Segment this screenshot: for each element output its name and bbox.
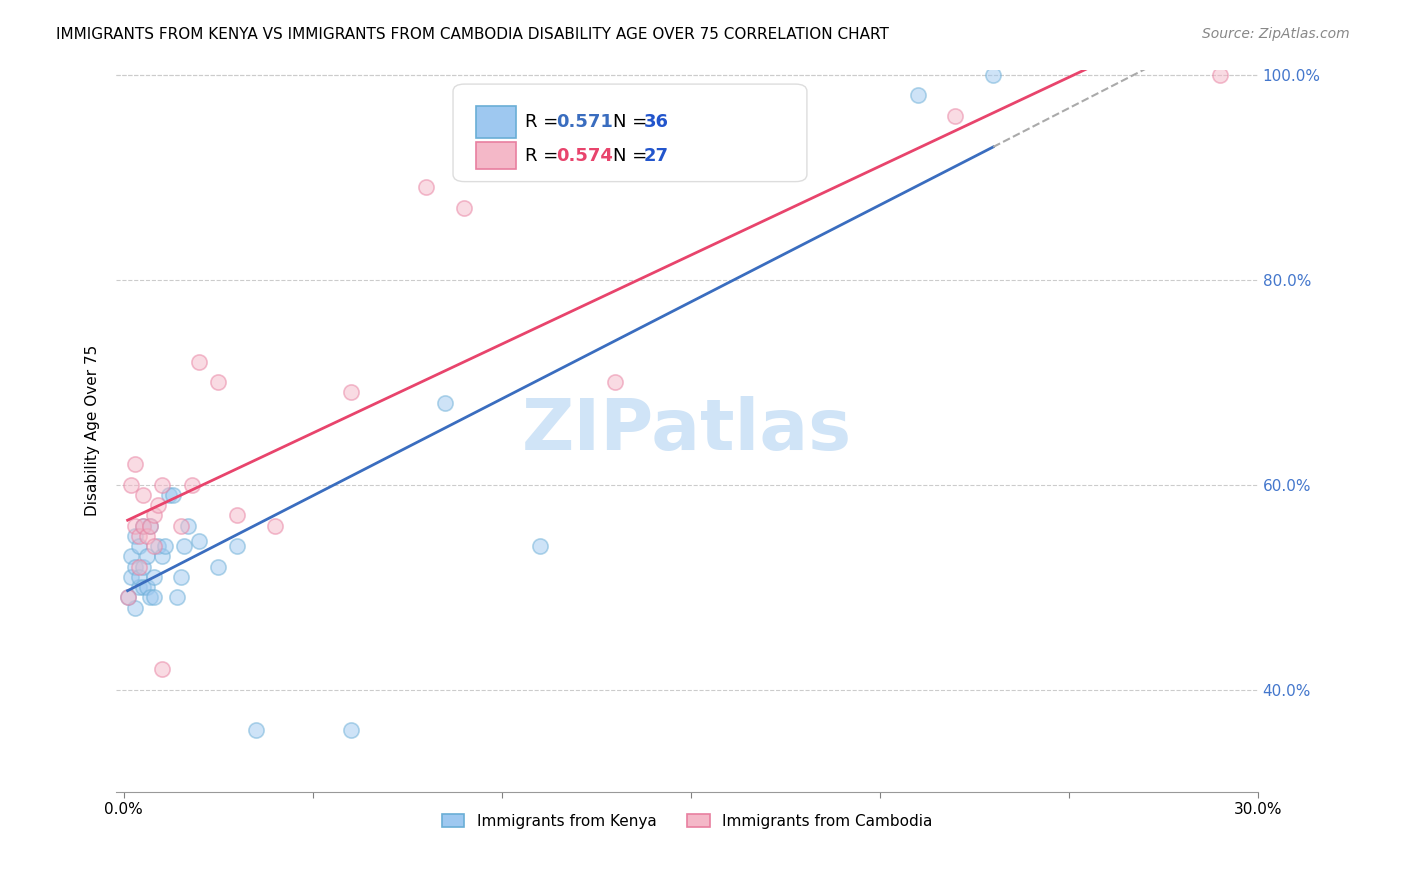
Point	[139, 518, 162, 533]
Point	[226, 508, 249, 523]
Point	[132, 518, 155, 533]
Point	[124, 559, 146, 574]
Point	[135, 580, 157, 594]
Bar	[475, 142, 516, 169]
Point	[150, 549, 173, 564]
Point	[226, 539, 249, 553]
Bar	[475, 106, 516, 138]
Point	[264, 518, 287, 533]
Text: R =: R =	[524, 113, 564, 131]
Y-axis label: Disability Age Over 75: Disability Age Over 75	[86, 345, 100, 516]
Point	[139, 591, 162, 605]
Point	[120, 477, 142, 491]
Point	[188, 533, 211, 548]
Text: R =: R =	[524, 147, 564, 165]
Point	[150, 662, 173, 676]
Point	[143, 570, 166, 584]
Point	[120, 549, 142, 564]
Point	[124, 529, 146, 543]
Point	[207, 559, 229, 574]
Point	[146, 498, 169, 512]
Point	[135, 529, 157, 543]
Point	[907, 88, 929, 103]
Point	[124, 518, 146, 533]
Point	[173, 539, 195, 553]
Point	[117, 591, 139, 605]
Point	[605, 375, 627, 389]
Point	[155, 539, 177, 553]
Point	[162, 488, 184, 502]
Point	[135, 549, 157, 564]
Text: 0.574: 0.574	[555, 147, 613, 165]
Point	[157, 488, 180, 502]
Point	[245, 723, 267, 738]
Text: 27: 27	[644, 147, 669, 165]
Point	[132, 559, 155, 574]
Text: N =: N =	[613, 113, 652, 131]
Point	[132, 518, 155, 533]
Point	[166, 591, 188, 605]
Text: ZIPatlas: ZIPatlas	[522, 396, 852, 466]
Point	[1209, 68, 1232, 82]
Point	[143, 539, 166, 553]
Point	[124, 457, 146, 471]
Point	[945, 109, 967, 123]
Point	[207, 375, 229, 389]
Point	[169, 518, 191, 533]
Point	[128, 539, 150, 553]
Text: N =: N =	[613, 147, 652, 165]
Point	[188, 354, 211, 368]
Point	[339, 723, 361, 738]
Point	[132, 488, 155, 502]
Point	[132, 580, 155, 594]
Point	[339, 385, 361, 400]
Text: IMMIGRANTS FROM KENYA VS IMMIGRANTS FROM CAMBODIA DISABILITY AGE OVER 75 CORRELA: IMMIGRANTS FROM KENYA VS IMMIGRANTS FROM…	[56, 27, 889, 42]
Point	[981, 68, 1004, 82]
Point	[139, 518, 162, 533]
Text: 0.571: 0.571	[555, 113, 613, 131]
Point	[169, 570, 191, 584]
Point	[120, 570, 142, 584]
Point	[128, 580, 150, 594]
FancyBboxPatch shape	[453, 84, 807, 182]
Point	[453, 201, 475, 215]
Point	[180, 477, 202, 491]
Text: Source: ZipAtlas.com: Source: ZipAtlas.com	[1202, 27, 1350, 41]
Legend: Immigrants from Kenya, Immigrants from Cambodia: Immigrants from Kenya, Immigrants from C…	[436, 807, 939, 835]
Point	[177, 518, 200, 533]
Point	[117, 591, 139, 605]
Point	[434, 395, 457, 409]
Point	[150, 477, 173, 491]
Point	[143, 591, 166, 605]
Point	[415, 180, 437, 194]
Point	[124, 600, 146, 615]
Point	[146, 539, 169, 553]
Text: 36: 36	[644, 113, 669, 131]
Point	[128, 559, 150, 574]
Point	[529, 539, 551, 553]
Point	[128, 529, 150, 543]
Point	[143, 508, 166, 523]
Point	[128, 570, 150, 584]
